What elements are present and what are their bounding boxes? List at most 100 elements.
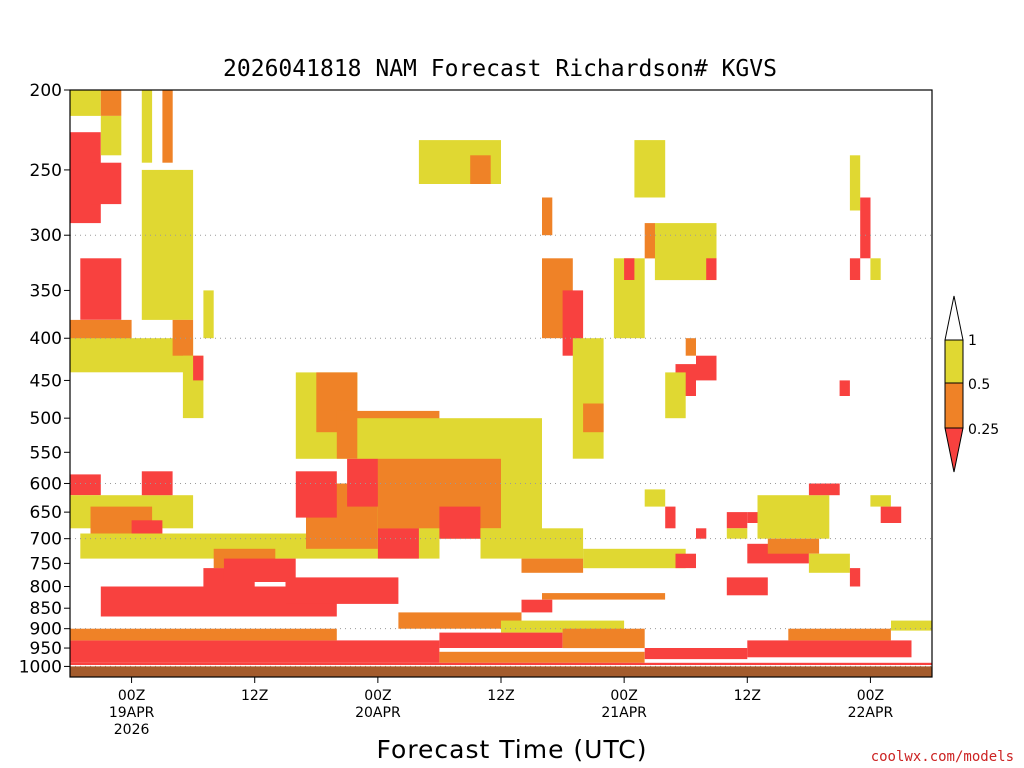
x-tick-label: 12Z [241, 688, 268, 704]
credit-text: coolwx.com/models [871, 749, 1014, 765]
x-axis-label: Forecast Time (UTC) [377, 735, 648, 764]
heatmap-cell-low [675, 553, 696, 569]
heatmap-cell-low [70, 474, 101, 496]
heatmap-cell-high [808, 553, 850, 573]
heatmap-cell-low [726, 577, 768, 596]
colorbar-bin-0.5-1 [944, 339, 964, 384]
ground-layer [70, 666, 932, 677]
heatmap-cell-mid [398, 612, 522, 629]
heatmap-cell-mid [767, 538, 820, 554]
heatmap-cell-high [726, 528, 748, 539]
heatmap-cell-mid [100, 90, 122, 116]
heatmap-cell-high [70, 90, 101, 116]
y-tick-label: 600 [30, 475, 62, 495]
y-tick-label: 200 [30, 81, 62, 101]
heatmap-cell-mid [521, 558, 584, 573]
colorbar-bin-gt-1 [944, 295, 964, 341]
heatmap-cell-low [439, 632, 563, 648]
heatmap-cell-high [203, 290, 214, 339]
heatmap-cell-high [572, 338, 604, 459]
heatmap-cell-mid [644, 223, 655, 259]
heatmap-cell-low [80, 258, 122, 320]
colorbar-bin-0.25-0.5 [944, 382, 964, 429]
heatmap-cell-high [141, 90, 153, 163]
y-tick-label: 350 [30, 281, 62, 301]
heatmap-cell-high [70, 338, 194, 373]
heatmap-cell-mid [172, 319, 194, 356]
y-axis: 200 250 300 350 400 450 500 550 600 650 700 750 8008… [19, 81, 70, 677]
heatmap-cell-high [891, 620, 932, 631]
heatmap-cell-low [665, 506, 676, 529]
y-tick-label: 950 [30, 639, 62, 659]
y-tick-label: 800 [30, 578, 62, 598]
heatmap-cell-high [665, 372, 686, 419]
heatmap-cell-low [347, 458, 378, 507]
heatmap-cell-low [70, 640, 440, 663]
heatmap-cell-high [141, 169, 194, 320]
x-tick-label: 12Z [487, 688, 514, 704]
heatmap-cell-low [193, 355, 204, 381]
heatmap-cell-low [295, 471, 337, 518]
heatmap-cell-mid [439, 651, 645, 663]
colorbar-label-0.5: 0.5 [968, 377, 990, 393]
x-tick-label: 2026 [114, 722, 150, 738]
heatmap-cell-high [634, 140, 666, 198]
heatmap-cell-high [480, 528, 584, 559]
x-tick-label: 00Z [610, 688, 637, 704]
y-tick-label: 700 [30, 530, 62, 550]
plot-area [69, 89, 933, 678]
heatmap-cell-low [70, 662, 932, 665]
colorbar-bin-lt-0.25 [944, 427, 964, 473]
heatmap-cell-low [696, 528, 707, 539]
y-tick-label: 650 [30, 503, 62, 523]
heatmap-cell-mid [562, 628, 645, 649]
heatmap-cell-high [757, 495, 830, 539]
y-tick-label: 550 [30, 443, 62, 463]
heatmap-cell-low [808, 483, 840, 496]
heatmap-cell-low [644, 648, 748, 660]
heatmap-cell-low [439, 506, 481, 539]
heatmap-cell-high [870, 258, 881, 280]
heatmap-cell-low [839, 380, 850, 396]
y-tick-label: 750 [30, 554, 62, 574]
y-tick-label: 400 [30, 329, 62, 349]
x-tick-label: 19APR [109, 705, 155, 721]
heatmap-cell-high [849, 155, 861, 211]
heatmap-cell-low [141, 471, 173, 496]
heatmap-cell-low [131, 520, 163, 534]
heatmap-cell-low [747, 640, 912, 658]
heatmap-cell-high [100, 115, 122, 156]
heatmap-cell-mid [542, 197, 553, 236]
y-tick-label: 850 [30, 599, 62, 619]
heatmap-cell-mid [788, 628, 891, 641]
heatmap-cell-low [624, 258, 635, 280]
heatmap-cell-low [726, 512, 748, 529]
heatmap-cell-mid [583, 403, 604, 433]
heatmap-cell-mid [685, 338, 696, 356]
x-tick-label: 00Z [857, 688, 884, 704]
chart-title: 2026041818 NAM Forecast Richardson# KGVS [223, 56, 777, 82]
heatmap-cell-low [696, 355, 717, 381]
heatmap-cell-low [849, 568, 861, 587]
heatmap-cell-low [849, 258, 861, 280]
colorbar-label-1: 1 [968, 333, 977, 349]
y-tick-label: 250 [30, 161, 62, 181]
heatmap-cell-low [285, 577, 399, 604]
x-tick-label: 00Z [364, 688, 391, 704]
heatmap-cell-low [747, 512, 758, 523]
heatmap-cells [70, 90, 932, 665]
x-tick-label: 21APR [601, 705, 647, 721]
x-tick-label: 20APR [355, 705, 401, 721]
heatmap-cell-low [90, 162, 122, 205]
y-tick-label: 900 [30, 620, 62, 640]
heatmap-cell-low [860, 197, 871, 259]
heatmap-cell-mid [470, 155, 491, 184]
y-tick-label: 300 [30, 226, 62, 246]
heatmap-cell-mid [70, 628, 337, 641]
heatmap-cell-low [377, 528, 419, 559]
y-tick-label: 500 [30, 409, 62, 429]
colorbar-legend: 1 0.5 0.25 [944, 295, 999, 473]
heatmap-cell-low [880, 506, 902, 523]
